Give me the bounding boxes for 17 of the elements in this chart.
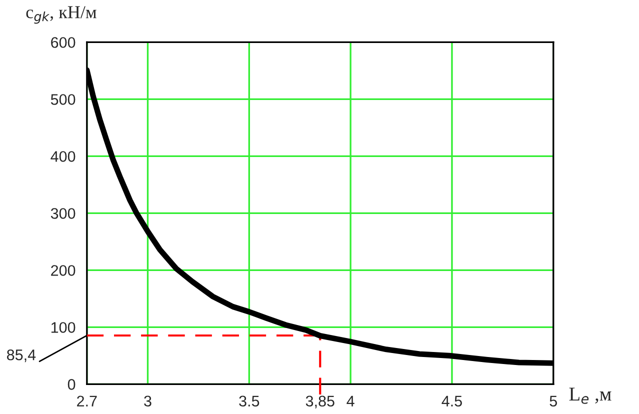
x-axis-title: L$_{e}$ ,м (569, 388, 612, 404)
x-tick-label: 4.5 (442, 396, 462, 407)
ref-line-label: 85,4 (7, 349, 36, 362)
y-tick-label: 100 (51, 322, 76, 333)
x-tick-label: 4 (346, 396, 354, 406)
y-tick-label: 400 (50, 151, 76, 162)
y-axis-title: c$_{gk}$, кН/м (26, 6, 96, 24)
x-tick-label: 5 (550, 396, 557, 407)
y-tick-label: 500 (50, 94, 76, 105)
x-tick-label: 2.7 (77, 396, 97, 406)
x-tick-label: 3.5 (239, 396, 260, 407)
x-tick-label: 3 (144, 396, 152, 407)
y-tick-label: 300 (50, 208, 76, 219)
ref-line-label: 3,85 (306, 396, 334, 408)
y-tick-label: 0 (68, 379, 76, 390)
y-tick-label: 200 (51, 265, 76, 276)
y-tick-label: 600 (51, 37, 76, 48)
